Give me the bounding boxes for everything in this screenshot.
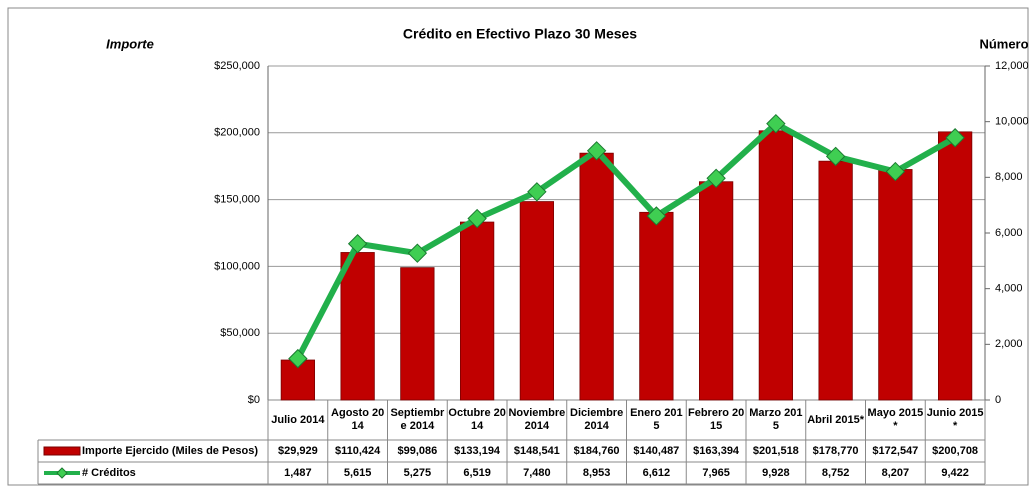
y-tick-label: $50,000 bbox=[220, 327, 260, 339]
marker bbox=[407, 243, 428, 263]
bar bbox=[519, 201, 555, 401]
marker bbox=[527, 182, 547, 202]
x-tick-label: Enero 2015 bbox=[630, 407, 683, 432]
table-value: 8,207 bbox=[882, 467, 910, 479]
chart-title: Crédito en Efectivo Plazo 30 Meses bbox=[403, 26, 637, 42]
x-tick-label-box: Mayo 2015* bbox=[867, 407, 924, 432]
bar bbox=[758, 130, 794, 401]
x-tick-label: Julio 2014 bbox=[271, 413, 325, 426]
marker bbox=[945, 128, 965, 148]
bar bbox=[340, 252, 375, 401]
legend-key-marker bbox=[56, 467, 68, 479]
table-value: 9,928 bbox=[762, 467, 790, 479]
y2-tick-label: 6,000 bbox=[995, 227, 1023, 239]
marker bbox=[288, 348, 308, 369]
bar bbox=[937, 131, 973, 401]
table-value: 5,615 bbox=[344, 467, 372, 479]
y2-tick-label: 12,000 bbox=[995, 60, 1029, 72]
table-value: 9,422 bbox=[941, 467, 969, 479]
marker bbox=[885, 161, 906, 182]
table-value: 7,480 bbox=[523, 467, 551, 479]
bar bbox=[579, 152, 614, 401]
marker bbox=[347, 234, 368, 254]
x-tick-label-box: Septiembre 2014 bbox=[390, 407, 445, 432]
bar bbox=[280, 359, 316, 401]
x-tick-label: Agosto 2014 bbox=[331, 407, 385, 432]
x-tick-label-box: Agosto 2014 bbox=[331, 407, 385, 432]
bar bbox=[878, 169, 913, 401]
x-tick-label: Septiembre 2014 bbox=[390, 407, 445, 432]
x-tick-label-box: Junio 2015* bbox=[926, 407, 984, 432]
table-value: 6,612 bbox=[643, 467, 671, 479]
y2-tick-label: 8,000 bbox=[995, 171, 1023, 183]
marker bbox=[467, 208, 487, 229]
x-tick-label-box: Noviembre 2014 bbox=[508, 407, 566, 432]
x-tick-label: Marzo 2015 bbox=[749, 407, 803, 432]
y-tick-label: $100,000 bbox=[214, 260, 260, 272]
bar bbox=[459, 221, 495, 401]
legend-label: Importe Ejercido (Miles de Pesos) bbox=[82, 445, 258, 457]
x-tick-label-box: Febrero 2015 bbox=[688, 407, 745, 432]
y-axis-title: Importe bbox=[106, 36, 154, 51]
y-tick-label: $200,000 bbox=[214, 127, 260, 139]
x-tick-label: Junio 2015* bbox=[926, 407, 984, 432]
table-value: 6,519 bbox=[463, 467, 491, 479]
table-value: $201,518 bbox=[753, 445, 799, 457]
x-tick-label-box: Octubre 2014 bbox=[448, 407, 506, 432]
marker bbox=[825, 146, 846, 167]
x-tick-label-box: Julio 2014 bbox=[271, 413, 325, 426]
x-tick-label: Febrero 2015 bbox=[688, 407, 745, 432]
marker bbox=[586, 141, 607, 161]
table-value: $172,547 bbox=[872, 445, 918, 457]
table-value: $140,487 bbox=[633, 445, 679, 457]
x-tick-label: Abril 2015* bbox=[807, 413, 865, 426]
marker bbox=[646, 206, 667, 226]
x-tick-label: Diciembre 2014 bbox=[570, 407, 624, 432]
table-value: $200,708 bbox=[932, 445, 978, 457]
x-tick-label: Octubre 2014 bbox=[448, 407, 506, 432]
bar bbox=[818, 160, 853, 401]
y-tick-label: $250,000 bbox=[214, 60, 260, 72]
table-value: $163,394 bbox=[693, 445, 740, 457]
bar bbox=[639, 211, 674, 401]
table-value: 5,275 bbox=[404, 467, 432, 479]
table-value: $110,424 bbox=[335, 445, 381, 457]
table-value: $29,929 bbox=[278, 445, 318, 457]
x-tick-label-box: Marzo 2015 bbox=[749, 407, 803, 432]
chart-frame bbox=[7, 7, 1029, 486]
table-value: 8,953 bbox=[583, 467, 611, 479]
table-value: $99,086 bbox=[397, 445, 437, 457]
x-tick-label: Noviembre 2014 bbox=[508, 407, 566, 432]
y2-tick-label: 2,000 bbox=[995, 338, 1023, 350]
y2-tick-label: 0 bbox=[995, 394, 1001, 406]
y-tick-label: $150,000 bbox=[214, 194, 260, 206]
y-tick-label: $0 bbox=[248, 394, 260, 406]
x-tick-label-box: Enero 2015 bbox=[630, 407, 683, 432]
y2-tick-label: 4,000 bbox=[995, 283, 1023, 295]
x-tick-label-box: Diciembre 2014 bbox=[570, 407, 624, 432]
bar bbox=[400, 267, 435, 401]
table-value: 8,752 bbox=[822, 467, 850, 479]
table-value: 1,487 bbox=[284, 467, 312, 479]
marker bbox=[766, 113, 786, 134]
x-tick-label-box: Abril 2015* bbox=[807, 413, 865, 426]
legend-label: # Créditos bbox=[82, 467, 136, 479]
table-value: $133,194 bbox=[454, 445, 501, 457]
x-tick-label: Mayo 2015* bbox=[867, 407, 924, 432]
line bbox=[295, 120, 957, 360]
table-value: $148,541 bbox=[514, 445, 560, 457]
bar bbox=[698, 181, 734, 401]
table-value: 7,965 bbox=[702, 467, 730, 479]
legend-key bbox=[43, 446, 81, 456]
table-value: $178,770 bbox=[813, 445, 859, 457]
y2-axis-title: Número bbox=[979, 36, 1028, 51]
table-value: $184,760 bbox=[574, 445, 620, 457]
y2-tick-label: 10,000 bbox=[995, 116, 1029, 128]
marker bbox=[706, 168, 726, 189]
